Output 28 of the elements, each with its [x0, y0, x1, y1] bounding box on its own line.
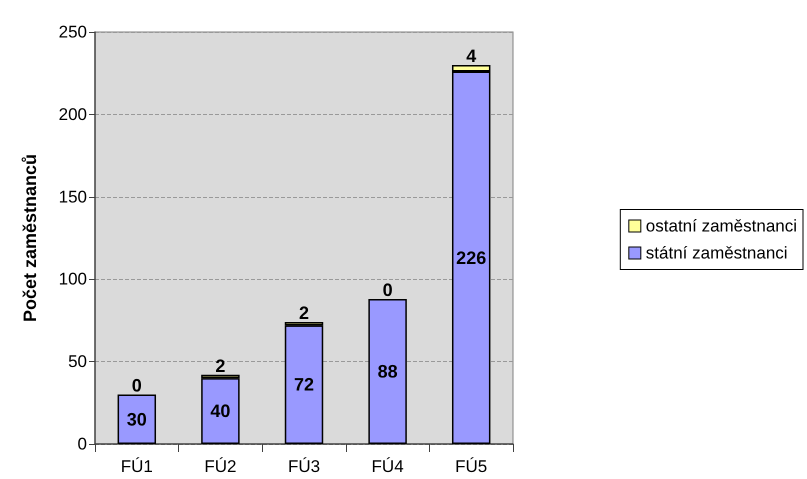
x-tick-label: FÚ1: [120, 457, 153, 476]
bar: [201, 378, 240, 444]
data-label: 72: [294, 374, 314, 395]
bar: [118, 394, 156, 444]
y-tick-label: 0: [78, 434, 87, 454]
legend-label: státní zaměstnanci: [646, 244, 788, 262]
legend-label: ostatní zaměstnanci: [646, 216, 798, 236]
data-label: 2: [298, 303, 310, 324]
bar: [284, 325, 324, 444]
data-label: 0: [382, 280, 393, 300]
y-tick-label: 250: [58, 22, 87, 42]
data-label: 88: [378, 361, 398, 382]
y-axis-title: Počet zaměstnanců: [20, 154, 40, 322]
x-tick-label: FÚ4: [372, 457, 404, 476]
x-tick-label: FÚ3: [288, 457, 320, 476]
data-label: 30: [126, 409, 147, 430]
data-label: 226: [456, 248, 486, 268]
data-label: 2: [215, 356, 226, 376]
bar: [368, 298, 407, 444]
y-tick-label: 50: [68, 352, 87, 372]
y-tick-label: 200: [58, 104, 87, 124]
x-tick-label: FÚ5: [455, 457, 488, 476]
x-tick-label: FÚ2: [204, 457, 236, 476]
data-label: 4: [466, 46, 476, 66]
y-tick-label: 100: [58, 270, 87, 289]
data-label: 0: [132, 376, 142, 396]
data-label: 40: [210, 401, 230, 422]
y-tick-label: 150: [58, 187, 87, 206]
